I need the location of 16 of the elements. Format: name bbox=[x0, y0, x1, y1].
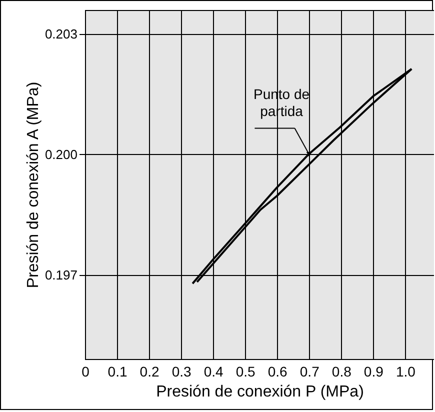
x-tick-label: 0.2 bbox=[140, 364, 160, 380]
y-tick-label: 0.200 bbox=[44, 146, 78, 162]
x-tick-label: 0.7 bbox=[300, 364, 320, 380]
y-tick-label: 0.197 bbox=[44, 267, 78, 282]
y-tick-label: 0.203 bbox=[44, 26, 78, 42]
x-tick-label: 0.3 bbox=[172, 364, 192, 380]
x-tick-label: 0.4 bbox=[204, 364, 224, 380]
y-axis-title: Presión de conexión A (MPa) bbox=[24, 82, 42, 288]
x-tick-label: 0.5 bbox=[236, 364, 256, 380]
x-axis-title: Presión de conexión P (MPa) bbox=[156, 384, 364, 400]
x-tick-label: 0.6 bbox=[268, 364, 288, 380]
x-tick-label: 0.9 bbox=[364, 364, 384, 380]
x-tick-label: 0.1 bbox=[108, 364, 128, 380]
x-tick-label: 0.8 bbox=[332, 364, 352, 380]
x-tick-label: 1.0 bbox=[396, 364, 416, 380]
x-tick-label: 0 bbox=[82, 364, 90, 380]
